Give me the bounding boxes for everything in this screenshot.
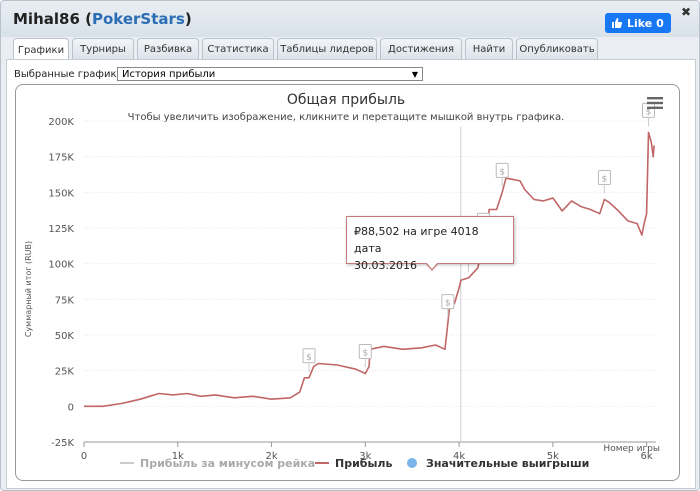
dollar-flag-icon[interactable]: $ [495, 162, 509, 187]
tab-4[interactable]: Таблицы лидеров [277, 38, 377, 59]
y-tick-label: 75K [55, 295, 75, 306]
y-axis-title: Суммарный итог (RUB) [24, 241, 33, 337]
legend-item-2[interactable]: Значительные выигрыши [407, 457, 589, 470]
y-tick-label: 50K [55, 331, 75, 342]
x-tick-label: 5k [547, 451, 559, 462]
y-tick-label: 25K [55, 367, 75, 378]
y-axis: -25K 0 25K 50K 75K 100K 125K 150K 175K 200K [48, 117, 74, 449]
x-tick-label: 6k [641, 451, 653, 462]
chart-canvas[interactable]: Общая прибыль Чтобы увеличить изображени… [16, 85, 679, 480]
y-tick-label: 100K [48, 260, 74, 271]
profit-chart[interactable]: Общая прибыль Чтобы увеличить изображени… [15, 84, 680, 481]
legend-label: Значительные выигрыши [426, 457, 589, 470]
title-bar: Mihal86 (PokerStars) ✖ Like 0 [1, 1, 699, 37]
tab-0[interactable]: Графики [13, 38, 69, 61]
tab-2[interactable]: Разбивка [137, 38, 199, 59]
tab-1[interactable]: Турниры [72, 38, 134, 59]
data-tooltip: ₽88,502 на игре 4018 дата 30.03.2016 [346, 216, 514, 272]
series-layer [84, 131, 655, 408]
dollar-flag-icon[interactable]: $ [597, 169, 611, 194]
tooltip-line-1: ₽88,502 на игре 4018 дата [354, 225, 479, 255]
player-name: Mihal86 [13, 10, 80, 28]
x-axis: 0 1k 2k 3k 4k 5k 6k [81, 441, 656, 462]
graph-selector[interactable]: История прибыли ▼ [117, 67, 423, 81]
y-tick-label: 125K [48, 224, 74, 235]
dollar-flag-icon[interactable]: $ [358, 344, 372, 368]
dollar-flag-icon[interactable]: $ [441, 294, 455, 318]
thumbs-up-icon [612, 18, 623, 28]
y-tick-label: 200K [48, 117, 74, 128]
svg-text:$: $ [362, 349, 368, 359]
svg-text:$: $ [306, 353, 312, 363]
tab-3[interactable]: Статистика [202, 38, 274, 59]
profit-line[interactable] [84, 131, 655, 408]
x-tick-label: 0 [81, 451, 87, 462]
x-tick-label: 4k [453, 451, 465, 462]
tab-7[interactable]: Опубликовать [516, 38, 598, 59]
y-tick-label: -25K [51, 438, 74, 449]
tab-5[interactable]: Достижения [380, 38, 462, 59]
facebook-like-button[interactable]: Like 0 [605, 13, 671, 33]
legend-label: Прибыль [335, 457, 392, 470]
svg-text:$: $ [499, 167, 505, 177]
graphs-panel: Выбранные графики: История прибыли ▼ Обща… [6, 59, 696, 489]
legend-item-1[interactable]: Прибыль [315, 457, 392, 470]
chart-subtitle: Чтобы увеличить изображение, кликните и … [128, 112, 565, 123]
window-title: Mihal86 (PokerStars) [13, 10, 192, 28]
svg-text:$: $ [445, 299, 451, 309]
graph-selector-label: Выбранные графики: [14, 69, 127, 80]
x-tick-label: 1k [172, 451, 184, 462]
x-tick-label: 3k [359, 451, 371, 462]
x-axis-title: Номер игры [603, 444, 660, 454]
legend-item-0[interactable]: Прибыль за минусом рейка [120, 457, 315, 470]
tooltip-line-2: 30.03.2016 [354, 259, 417, 272]
svg-text:$: $ [646, 107, 652, 117]
chart-menu-icon[interactable] [647, 97, 663, 109]
site-link[interactable]: PokerStars [91, 10, 185, 28]
like-label: Like 0 [627, 16, 664, 30]
graph-selector-value: История прибыли [122, 69, 216, 80]
x-tick-label: 2k [265, 451, 277, 462]
svg-text:$: $ [602, 174, 608, 184]
y-tick-label: 150K [48, 188, 74, 199]
chart-title: Общая прибыль [287, 92, 405, 108]
legend-label: Прибыль за минусом рейка [140, 457, 315, 470]
dollar-flag-icon[interactable]: $ [302, 348, 316, 372]
close-button[interactable]: ✖ [680, 5, 691, 19]
tab-6[interactable]: Найти [465, 38, 513, 59]
chart-legend: Прибыль за минусом рейка Прибыль Значитель… [120, 457, 589, 470]
y-tick-label: 175K [48, 153, 74, 164]
y-tick-label: 0 [68, 402, 74, 413]
dropdown-arrow-icon: ▼ [411, 70, 418, 79]
tooltip-pointer [425, 262, 439, 271]
